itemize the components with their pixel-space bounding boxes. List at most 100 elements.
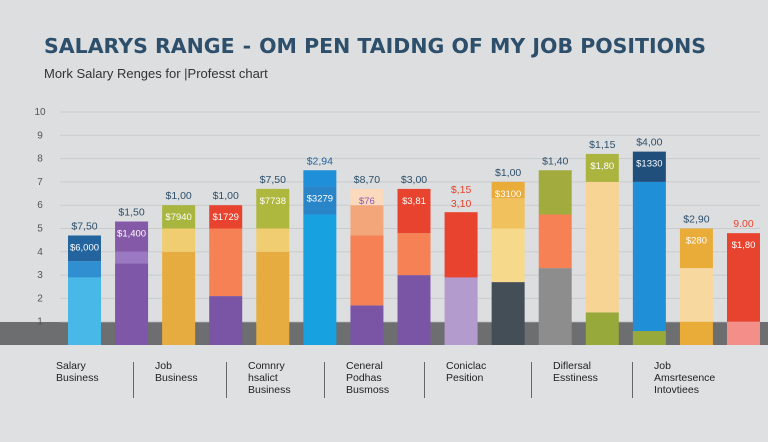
bar-segment [444, 277, 478, 345]
floor-light [0, 345, 768, 442]
category-label-line: Business [248, 384, 291, 396]
category-label-line: Business [155, 372, 198, 384]
bar-segment [68, 277, 101, 345]
bar-segment [303, 170, 337, 187]
bar-segment [115, 251, 149, 264]
bar-value-label: $3,00 [401, 174, 427, 186]
bar-value-label: $8,70 [354, 174, 380, 186]
bar-segment [256, 188, 290, 229]
bar-segment [679, 268, 713, 322]
bar-segment [68, 261, 101, 278]
bar-segment [491, 282, 525, 345]
bar-value-label: $1,00 [213, 190, 239, 202]
category-label-line: Podhas [346, 372, 382, 384]
category-separator [324, 362, 325, 398]
chart-subtitle: Mork Salary Renges for |Professt chart [44, 66, 268, 81]
segment-label: $6,000 [70, 242, 99, 253]
bar-segment [397, 233, 431, 276]
bar-value-label: $2,94 [307, 155, 333, 167]
bar-segment [585, 181, 619, 313]
segment-label: $1,80 [732, 240, 756, 251]
category-separator [531, 362, 532, 398]
bar-value-label: $7,50 [71, 220, 97, 232]
segment-label: $76 [359, 196, 375, 207]
y-tick-label: 2 [37, 293, 43, 304]
bar-value-label: 9.00 [733, 218, 754, 230]
y-axis-ticks: 1 2 3 4 5 6 7 8 9 10 [34, 107, 46, 328]
segment-label: $3,81 [402, 196, 426, 207]
category-label-line: Intovtiees [654, 384, 699, 396]
bar-segment [162, 251, 196, 345]
category-label-line: Diflersal [553, 360, 591, 372]
bar-segment [350, 305, 384, 345]
category-label-line: Pesition [446, 372, 484, 384]
category-label-line: Salary [56, 360, 86, 372]
segment-label: $1,80 [590, 161, 614, 172]
bar-segment [397, 188, 431, 234]
chart-title: SALARYS RANGE ⁃ OM PEN TAIDNG OF MY JOB … [44, 34, 707, 58]
segment-label: $280 [686, 236, 707, 247]
bar-segment [444, 212, 478, 278]
category-label-line: Ceneral [346, 360, 383, 372]
bar-segment [397, 275, 431, 345]
bar-segment [585, 312, 619, 345]
bars [68, 151, 760, 345]
y-tick-label: 9 [37, 130, 43, 141]
bar-segment [491, 228, 525, 283]
category-label-line: Job [155, 360, 172, 372]
bar-value-label: $1,40 [542, 155, 568, 167]
segment-label: $3100 [495, 189, 521, 200]
y-tick-label: 4 [37, 247, 43, 258]
category-label-line: Amsrtesence [654, 372, 716, 384]
bar-value-label: $1,50 [118, 207, 144, 219]
category-separator [424, 362, 425, 398]
category-label: Job Amsrtesence Intovtiees [654, 360, 715, 396]
bar-segment [491, 181, 525, 199]
category-label: Ceneral Podhas Busmoss [346, 360, 389, 396]
bar-value-label: $4,00 [636, 137, 662, 149]
y-tick-label: 5 [37, 224, 43, 235]
bar-segment [68, 235, 101, 262]
y-tick-label: 3 [37, 270, 43, 281]
category-label-line: Business [56, 372, 99, 384]
bar-segment [585, 153, 619, 182]
bar-value-label: $2,90 [683, 214, 709, 226]
bar-segment [115, 221, 149, 252]
bar-segment [350, 235, 384, 306]
segment-label: $7738 [260, 196, 286, 207]
category-label: Coniclac Pesition [446, 360, 486, 384]
bar-labels: $6,000 $7,50 $1,400 $1,50 $7940 $1,00 $1729 $1,… [70, 137, 755, 254]
bar-segment [538, 214, 572, 269]
y-tick-label: 8 [37, 154, 43, 165]
segment-label: $1,400 [117, 229, 146, 240]
bar-segment [162, 205, 196, 229]
bar-segment [350, 188, 384, 206]
bar-segment [491, 198, 525, 229]
bar-segment [162, 228, 196, 252]
bar-value-label: $1,00 [495, 167, 521, 179]
bar-segment [538, 268, 572, 345]
bar-segment [632, 181, 666, 332]
y-tick-label: 7 [37, 177, 43, 188]
segment-label: $1330 [636, 159, 662, 170]
segment-label: $1729 [213, 212, 239, 223]
bar-segment [727, 321, 760, 345]
bar-segment [115, 263, 149, 345]
segment-label: $3279 [307, 194, 333, 205]
bar-segment [303, 186, 337, 215]
category-label: Salary Business [56, 360, 99, 384]
bar-segment [209, 228, 243, 297]
category-separator [226, 362, 227, 398]
category-label-line: hsalict [248, 372, 278, 384]
category-separator [632, 362, 633, 398]
segment-label: $7940 [165, 212, 191, 223]
category-label-line: Esstiness [553, 372, 598, 384]
bar-value-label: $1,00 [166, 190, 192, 202]
bar-segment [632, 331, 666, 345]
bar-value-label: $,15 [451, 184, 472, 196]
bar-segment [727, 233, 760, 322]
category-label-line: Busmoss [346, 384, 390, 396]
bar-segment [679, 228, 713, 269]
bar-value-label: $7,50 [260, 174, 286, 186]
